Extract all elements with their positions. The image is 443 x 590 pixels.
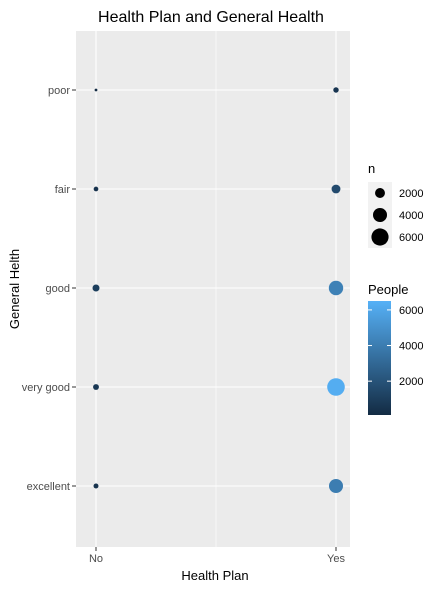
size-legend-label: 2000 xyxy=(399,188,423,200)
y-tick-label: excellent xyxy=(27,481,70,493)
size-legend-title: n xyxy=(368,161,375,176)
y-tick-label: very good xyxy=(22,382,70,394)
data-point xyxy=(331,184,341,194)
data-point xyxy=(92,284,100,292)
size-legend: n 2000 4000 6000 xyxy=(368,161,423,248)
size-legend-dot xyxy=(371,228,389,246)
y-tick-labels: poor fair good very good excellent xyxy=(22,85,71,493)
color-legend-label: 4000 xyxy=(399,341,423,353)
x-tick-label: No xyxy=(89,553,103,565)
chart-title: Health Plan and General Health xyxy=(98,9,324,26)
y-axis-title: General Helth xyxy=(7,249,22,329)
x-tick-labels: No Yes xyxy=(89,553,345,565)
y-tick-label: fair xyxy=(55,184,71,196)
data-point xyxy=(328,478,344,494)
x-axis-title: Health Plan xyxy=(181,568,248,583)
size-legend-dot xyxy=(372,207,388,223)
data-point xyxy=(94,88,98,92)
y-tick-label: poor xyxy=(48,85,70,97)
plot-panel xyxy=(76,31,350,547)
data-point xyxy=(93,186,99,192)
color-legend-title: People xyxy=(368,282,408,297)
size-legend-label: 4000 xyxy=(399,210,423,222)
data-point xyxy=(333,87,339,93)
color-legend: People 2000 4000 6000 xyxy=(368,282,423,415)
x-tick-label: Yes xyxy=(327,553,345,565)
color-legend-label: 6000 xyxy=(399,305,423,317)
data-points xyxy=(92,87,345,494)
data-point xyxy=(93,483,99,489)
data-point xyxy=(327,378,345,396)
size-legend-label: 6000 xyxy=(399,232,423,244)
colorbar xyxy=(368,301,391,415)
size-legend-dot xyxy=(375,188,385,198)
y-tick-label: good xyxy=(46,283,70,295)
data-point xyxy=(328,280,344,296)
color-legend-label: 2000 xyxy=(399,376,423,388)
data-point xyxy=(93,384,99,390)
axis-ticks xyxy=(72,89,337,551)
